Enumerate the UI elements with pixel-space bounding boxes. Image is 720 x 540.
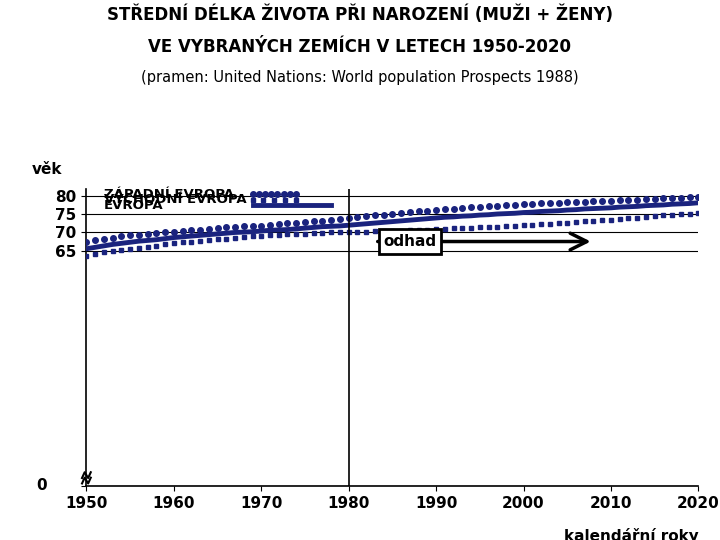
Text: VÝCHODNÍ EVROPA: VÝCHODNÍ EVROPA	[104, 193, 246, 206]
Text: EVROPA: EVROPA	[104, 199, 163, 212]
Text: ZÁPADNÍ EVROPA: ZÁPADNÍ EVROPA	[104, 188, 234, 201]
Text: 0: 0	[36, 478, 47, 494]
Text: VE VYBRANÝCH ZEMÍCH V LETECH 1950-2020: VE VYBRANÝCH ZEMÍCH V LETECH 1950-2020	[148, 38, 572, 56]
Text: kalendářní roky: kalendářní roky	[564, 528, 698, 540]
Text: věk: věk	[31, 162, 62, 177]
Text: STŘEDNÍ DÉLKA ŽIVOTA PŘI NAROZENÍ (MUŽI + ŽENY): STŘEDNÍ DÉLKA ŽIVOTA PŘI NAROZENÍ (MUŽI …	[107, 5, 613, 24]
Text: odhad: odhad	[384, 234, 437, 249]
Text: (pramen: United Nations: World population Prospects 1988): (pramen: United Nations: World populatio…	[141, 70, 579, 85]
